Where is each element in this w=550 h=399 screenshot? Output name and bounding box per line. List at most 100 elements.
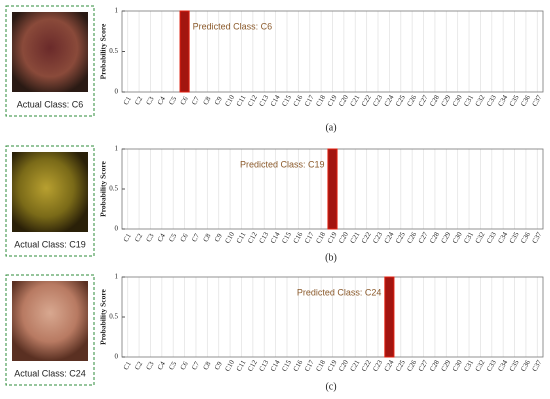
x-tick-label: C25	[394, 93, 407, 108]
caption: (c)	[325, 381, 336, 392]
y-axis-label: Probability Score	[99, 160, 108, 216]
x-tick-label: C22	[360, 230, 373, 245]
x-tick-label: C34	[496, 93, 509, 108]
y-tick-label: 0	[115, 225, 119, 233]
x-tick-label: C15	[280, 230, 293, 245]
x-tick-label: C6	[179, 95, 190, 107]
x-tick-label: C18	[314, 230, 327, 245]
x-tick-label: C22	[360, 358, 373, 373]
x-tick-label: C2	[133, 232, 144, 244]
x-tick-label: C8	[201, 95, 212, 107]
y-tick-label: 0.5	[109, 313, 118, 321]
x-tick-label: C33	[485, 230, 498, 245]
x-tick-label: C33	[485, 358, 498, 373]
x-tick-label: C36	[519, 358, 532, 373]
x-tick-label: C22	[360, 93, 373, 108]
x-tick-label: C14	[269, 230, 282, 245]
x-tick-label: C18	[314, 93, 327, 108]
y-tick-label: 1	[115, 273, 119, 281]
caption: (a)	[325, 122, 336, 133]
x-tick-label: C37	[531, 93, 544, 108]
x-tick-label: C16	[292, 358, 305, 373]
x-tick-label: C2	[133, 95, 144, 107]
x-tick-label: C32	[474, 230, 487, 245]
x-tick-label: C17	[303, 230, 316, 245]
x-tick-label: C13	[258, 358, 271, 373]
x-tick-label: C7	[190, 360, 201, 372]
y-tick-label: 1	[115, 145, 119, 153]
x-tick-label: C15	[280, 93, 293, 108]
x-tick-label: C25	[394, 358, 407, 373]
x-tick-label: C36	[519, 93, 532, 108]
bar	[327, 148, 338, 230]
x-tick-label: C5	[167, 360, 178, 372]
x-tick-label: C11	[235, 358, 248, 372]
x-tick-label: C30	[451, 358, 464, 373]
y-axis-label: Probability Score	[99, 288, 108, 344]
x-tick-label: C23	[371, 230, 384, 245]
bar	[179, 10, 190, 93]
x-tick-label: C30	[451, 230, 464, 245]
x-tick-label: C37	[531, 358, 544, 373]
x-tick-label: C31	[462, 358, 475, 373]
x-tick-label: C9	[213, 232, 224, 244]
x-tick-label: C1	[122, 360, 133, 372]
x-tick-label: C28	[428, 93, 441, 108]
x-tick-label: C14	[269, 93, 282, 108]
x-tick-label: C20	[337, 358, 350, 373]
x-tick-label: C21	[349, 358, 362, 373]
x-tick-label: C11	[235, 93, 248, 107]
actual-label: Actual Class: C19	[14, 239, 86, 249]
x-tick-label: C20	[337, 230, 350, 245]
x-tick-label: C5	[167, 95, 178, 107]
x-tick-label: C3	[145, 360, 156, 372]
x-tick-label: C12	[246, 230, 259, 245]
x-tick-label: C19	[326, 93, 339, 108]
x-tick-label: C6	[179, 232, 190, 244]
x-tick-label: C35	[508, 358, 521, 373]
x-tick-label: C10	[223, 93, 236, 108]
x-tick-label: C34	[496, 358, 509, 373]
x-tick-label: C4	[156, 95, 167, 107]
x-tick-label: C29	[440, 93, 453, 108]
x-tick-label: C33	[485, 93, 498, 108]
x-tick-label: C10	[223, 358, 236, 373]
x-tick-label: C21	[349, 230, 362, 245]
x-tick-label: C14	[269, 358, 282, 373]
actual-label: Actual Class: C24	[14, 368, 86, 378]
x-tick-label: C19	[326, 358, 339, 373]
x-tick-label: C8	[201, 232, 212, 244]
x-tick-label: C2	[133, 360, 144, 372]
x-tick-label: C23	[371, 358, 384, 373]
x-tick-label: C23	[371, 93, 384, 108]
x-tick-label: C27	[417, 230, 430, 245]
x-tick-label: C21	[349, 93, 362, 108]
y-tick-label: 0.5	[109, 185, 118, 193]
annotation: Predicted Class: C6	[193, 21, 273, 31]
x-tick-label: C17	[303, 358, 316, 373]
x-tick-label: C30	[451, 93, 464, 108]
x-tick-label: C7	[190, 95, 201, 107]
x-tick-label: C31	[462, 230, 475, 245]
x-tick-label: C17	[303, 93, 316, 108]
thumbnail	[5, 274, 95, 386]
x-tick-label: C4	[156, 232, 167, 244]
x-tick-label: C29	[440, 358, 453, 373]
y-tick-label: 0	[115, 88, 119, 96]
x-tick-label: C37	[531, 230, 544, 245]
x-tick-label: C12	[246, 358, 259, 373]
caption: (b)	[325, 252, 337, 263]
x-tick-label: C3	[145, 232, 156, 244]
x-tick-label: C10	[223, 230, 236, 245]
x-tick-label: C9	[213, 95, 224, 107]
y-axis-label: Probability Score	[99, 23, 108, 79]
x-tick-label: C36	[519, 230, 532, 245]
x-tick-label: C5	[167, 232, 178, 244]
x-tick-label: C6	[179, 360, 190, 372]
x-tick-label: C24	[383, 93, 396, 108]
x-tick-label: C25	[394, 230, 407, 245]
x-tick-label: C28	[428, 358, 441, 373]
x-tick-label: C19	[326, 230, 339, 245]
x-tick-label: C24	[383, 358, 396, 373]
x-tick-label: C18	[314, 358, 327, 373]
